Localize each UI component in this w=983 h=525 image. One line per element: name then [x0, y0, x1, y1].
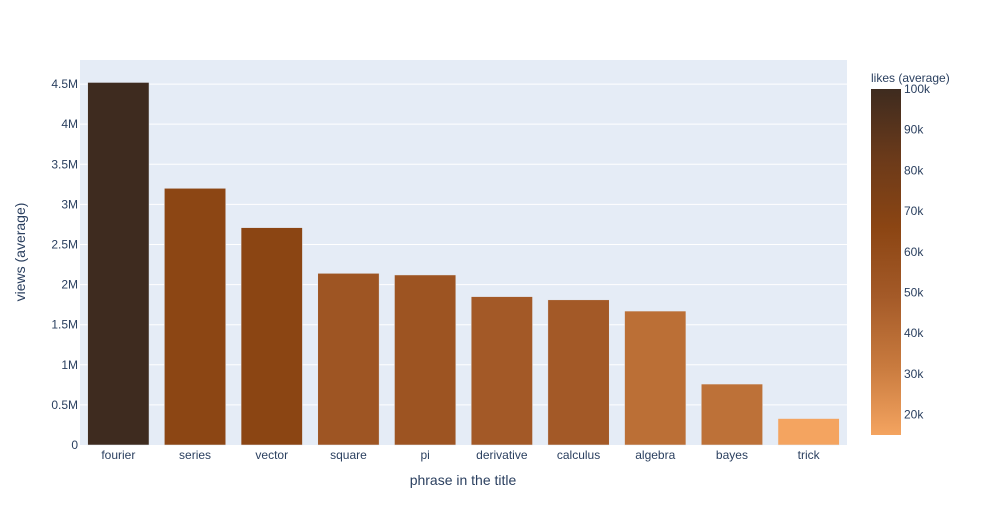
- colorbar-tick-label: 50k: [904, 286, 924, 300]
- bar-square[interactable]: [317, 273, 380, 446]
- x-tick-label: bayes: [716, 448, 748, 462]
- x-tick-label: algebra: [635, 448, 675, 462]
- x-tick-label: series: [179, 448, 211, 462]
- colorbar-tick-label: 40k: [904, 326, 924, 340]
- bars: [87, 82, 840, 446]
- bar-bayes[interactable]: [701, 383, 763, 446]
- bar-series[interactable]: [164, 188, 226, 446]
- bar-trick[interactable]: [777, 418, 840, 446]
- x-tick-label: trick: [798, 448, 821, 462]
- colorbar-tick-label: 90k: [904, 123, 924, 137]
- x-tick-label: square: [330, 448, 367, 462]
- y-tick-label: 3.5M: [51, 157, 78, 171]
- y-tick-label: 0.5M: [51, 398, 78, 412]
- y-tick-label: 1M: [61, 358, 78, 372]
- bar-fourier[interactable]: [87, 82, 150, 446]
- colorbar-tick-label: 70k: [904, 204, 924, 218]
- bar-derivative[interactable]: [470, 296, 533, 446]
- colorbar-title: likes (average): [871, 71, 950, 85]
- y-tick-label: 3M: [61, 197, 78, 211]
- y-tick-label: 2.5M: [51, 237, 78, 251]
- bar-calculus[interactable]: [547, 299, 610, 446]
- y-tick-label: 1.5M: [51, 318, 78, 332]
- x-tick-label: vector: [255, 448, 288, 462]
- y-axis-ticks: 0 0.5M 1M 1.5M 2M 2.5M 3M 3.5M 4M 4.5M: [51, 77, 78, 452]
- y-tick-label: 4M: [61, 117, 78, 131]
- y-tick-label: 0: [71, 438, 78, 452]
- x-tick-label: derivative: [476, 448, 528, 462]
- bar-vector[interactable]: [240, 227, 303, 446]
- bar-pi[interactable]: [394, 274, 457, 446]
- bar-algebra[interactable]: [624, 310, 687, 446]
- colorbar-tick-label: 60k: [904, 245, 924, 259]
- colorbar-tick-label: 100k: [904, 82, 931, 96]
- y-tick-label: 4.5M: [51, 77, 78, 91]
- colorbar-tick-label: 20k: [904, 408, 924, 422]
- x-axis-ticks: fourier series vector square pi derivative cal…: [101, 448, 820, 462]
- colorbar-tick-label: 80k: [904, 163, 924, 177]
- colorbar-gradient: [871, 89, 901, 435]
- y-axis-title: views (average): [12, 203, 28, 302]
- y-tick-label: 2M: [61, 278, 78, 292]
- x-tick-label: pi: [420, 448, 429, 462]
- x-axis-title: phrase in the title: [410, 472, 517, 488]
- colorbar: likes (average) 20k 30k 40k 50k 60k 70k 80k 90k…: [871, 71, 950, 435]
- colorbar-tick-label: 30k: [904, 367, 924, 381]
- colorbar-ticks: 20k 30k 40k 50k 60k 70k 80k 90k 100k: [904, 82, 931, 422]
- x-tick-label: calculus: [557, 448, 600, 462]
- x-tick-label: fourier: [101, 448, 135, 462]
